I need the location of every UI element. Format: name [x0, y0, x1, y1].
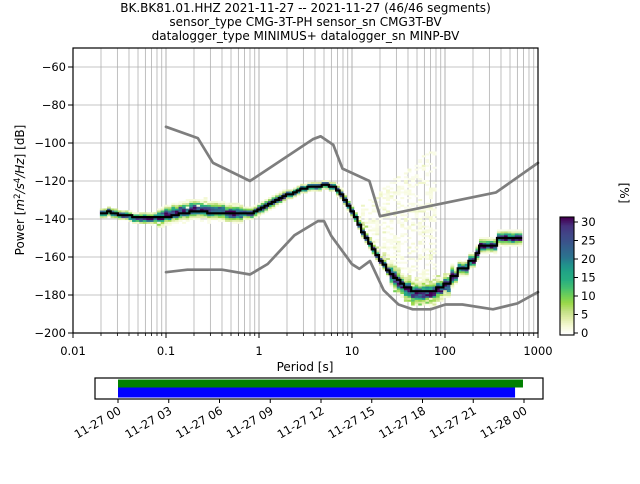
- coverage-time-label: 11-27 12: [275, 403, 327, 441]
- figure-title-line3: datalogger_type MINIMUS+ datalogger_sn M…: [152, 29, 460, 43]
- figure-text: 0.01 0.1 1 10 100 1000 −60 −80 −100 −120 −140 −160 −…: [13, 1, 553, 374]
- x-tick-label: 0.1: [157, 344, 175, 358]
- y-tick-label: −140: [34, 212, 66, 226]
- x-tick-label: 0.01: [60, 344, 86, 358]
- nhnm-high-noise-model-line: [164, 125, 540, 218]
- coverage-time-label: 11-27 21: [427, 403, 479, 441]
- x-tick-label: 1000: [523, 344, 552, 358]
- x-tick-label: 100: [434, 344, 456, 358]
- coverage-data-bar: [118, 379, 523, 388]
- coverage-segments-bar: [118, 387, 516, 398]
- colorbar-tick-label: 10: [581, 289, 596, 303]
- y-tick-label: −160: [34, 250, 66, 264]
- noise-model-lines: [100, 125, 540, 311]
- coverage-time-label: 11-27 03: [122, 403, 174, 441]
- coverage-time-label: 11-27 06: [173, 403, 225, 441]
- y-tick-label: −180: [34, 288, 66, 302]
- colorbar-tick-label: 25: [581, 234, 596, 248]
- figure-title-line1: BK.BK81.01.HHZ 2021-11-27 -- 2021-11-27 …: [120, 1, 491, 15]
- coverage-time-label: 11-27 00: [72, 403, 124, 441]
- x-axis-label: Period [s]: [277, 360, 334, 374]
- colorbar-tick-label: 15: [581, 271, 596, 285]
- y-tick-label: −100: [34, 136, 66, 150]
- colorbar-tick-label: 0: [581, 326, 588, 340]
- coverage-time-label: 11-27 09: [224, 403, 276, 441]
- coverage-time-label: 11-28 00: [478, 403, 530, 441]
- figure-title-line2: sensor_type CMG-3T-PH sensor_sn CMG3T-BV: [169, 15, 442, 29]
- psd-histogram: [99, 151, 523, 308]
- grid-lines: [72, 48, 539, 333]
- nlnm-low-noise-model-line: [164, 219, 540, 311]
- y-axis-label: Power [m2/s4/Hz] [dB]: [13, 125, 27, 256]
- colorbar-tick-label: 20: [581, 252, 596, 266]
- y-tick-label: −200: [34, 326, 66, 340]
- coverage-time-label: 11-27 18: [376, 403, 428, 441]
- colorbar-unit-label: [%]: [617, 183, 631, 204]
- axes: [68, 47, 539, 338]
- x-tick-label: 10: [345, 344, 360, 358]
- y-tick-label: −80: [42, 98, 66, 112]
- colorbar: 0 5 10 15 20 25 30 [%]: [559, 183, 631, 340]
- psd-mode-line: [100, 183, 523, 293]
- colorbar-tick-label: 30: [581, 215, 596, 229]
- coverage-time-label: 11-27 15: [325, 403, 377, 441]
- colorbar-tick-label: 5: [581, 308, 588, 322]
- y-tick-label: −120: [34, 174, 66, 188]
- y-tick-label: −60: [42, 60, 66, 74]
- x-tick-label: 1: [255, 344, 262, 358]
